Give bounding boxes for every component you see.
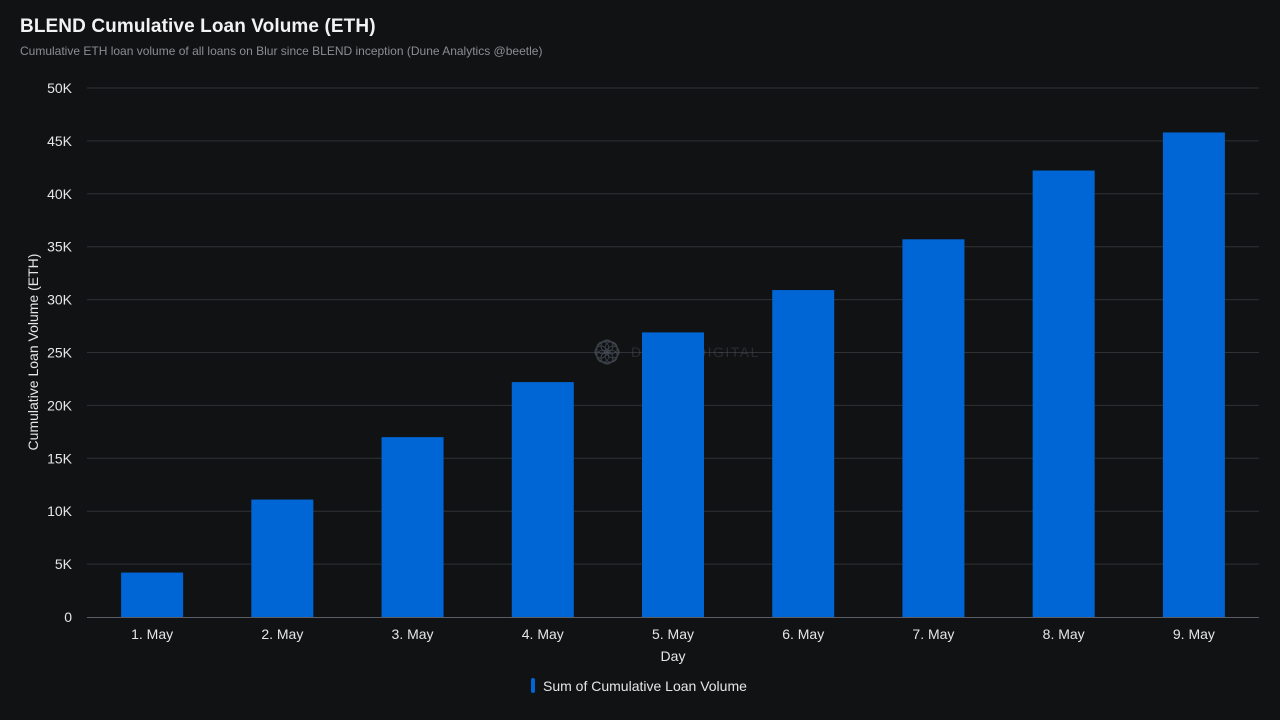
y-tick-label: 45K (47, 133, 73, 149)
bar[interactable] (642, 332, 704, 617)
bar[interactable] (1162, 132, 1225, 617)
x-tick-label: 3. May (392, 626, 434, 642)
delphi-logo-icon (594, 339, 620, 365)
bar[interactable] (1032, 170, 1095, 618)
x-tick-label: 6. May (782, 626, 824, 642)
y-tick-label: 15K (47, 450, 73, 466)
bar[interactable] (251, 499, 314, 617)
bar[interactable] (121, 572, 184, 617)
x-tick-labels: 1. May 2. May 3. May 4. May 5. May 6. May 7. M… (131, 626, 1215, 642)
chart-title: BLEND Cumulative Loan Volume (ETH) (20, 16, 376, 37)
bars (121, 132, 1225, 618)
chart-subtitle: Cumulative ETH loan volume of all loans … (20, 44, 543, 58)
bar[interactable] (511, 382, 574, 617)
y-tick-label: 0 (64, 609, 72, 625)
x-tick-label: 9. May (1173, 626, 1215, 642)
y-tick-labels: 0 5K 10K 15K 20K 25K 30K 35K 40K 45K 50K (47, 80, 73, 625)
y-tick-label: 35K (47, 239, 73, 255)
bar[interactable] (902, 239, 965, 617)
x-tick-label: 2. May (261, 626, 303, 642)
y-tick-label: 10K (47, 503, 73, 519)
y-tick-label: 25K (47, 345, 73, 361)
x-tick-label: 1. May (131, 626, 173, 642)
x-tick-label: 7. May (912, 626, 954, 642)
bar[interactable] (381, 437, 444, 617)
y-tick-label: 40K (47, 186, 73, 202)
bar[interactable] (772, 290, 835, 617)
x-axis-label: Day (661, 648, 686, 664)
y-tick-label: 50K (47, 80, 73, 96)
legend-label: Sum of Cumulative Loan Volume (543, 678, 747, 694)
legend[interactable]: Sum of Cumulative Loan Volume (531, 678, 747, 694)
y-axis-label: Cumulative Loan Volume (ETH) (25, 254, 41, 451)
y-tick-label: 30K (47, 292, 73, 308)
y-tick-label: 20K (47, 397, 73, 413)
x-tick-label: 4. May (522, 626, 564, 642)
legend-swatch-icon (531, 678, 535, 693)
x-tick-label: 5. May (652, 626, 694, 642)
y-tick-label: 5K (55, 556, 73, 572)
x-tick-label: 8. May (1043, 626, 1085, 642)
